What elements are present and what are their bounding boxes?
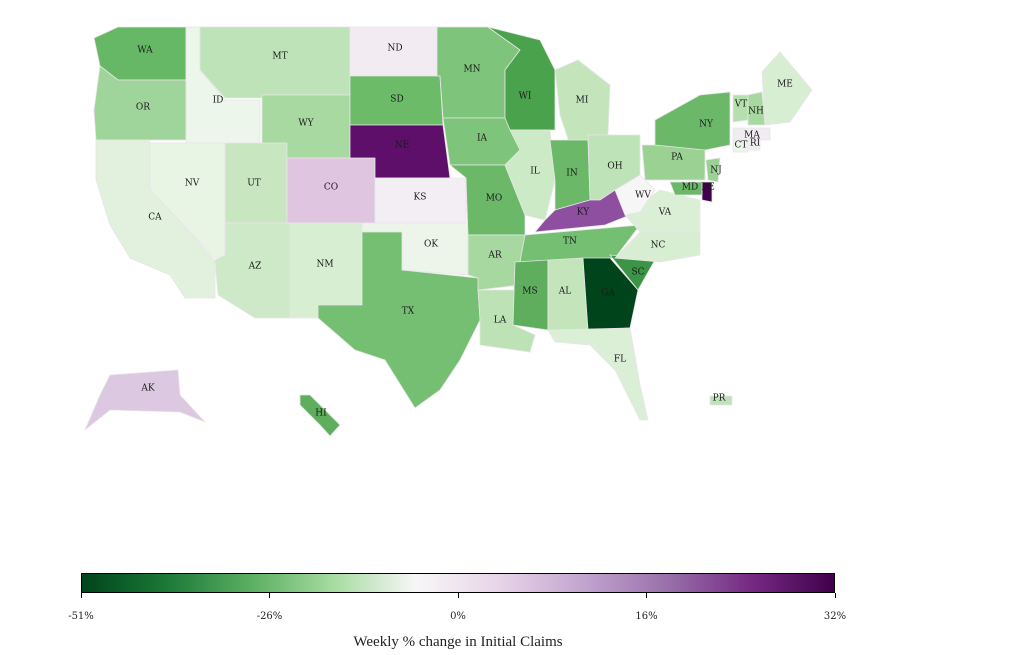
legend-tick-mark <box>646 593 647 598</box>
state-fl <box>547 327 649 421</box>
state-ut <box>224 142 288 224</box>
state-ks <box>374 177 467 224</box>
state-pa <box>641 144 706 181</box>
legend-tick-mark <box>80 593 82 598</box>
state-ct <box>732 139 749 153</box>
us-choropleth-map: WAORCAIDNVMTWYUTAZCONMNDSDNEKSOKTXMNIAMO… <box>84 26 813 437</box>
legend-title: Weekly % change in Initial Claims <box>353 634 563 650</box>
state-nd <box>349 26 438 77</box>
state-va <box>624 189 701 233</box>
state-al <box>547 257 589 331</box>
state-ma <box>732 127 771 141</box>
state-me <box>761 51 813 126</box>
state-ny <box>654 91 731 151</box>
state-ri <box>747 139 761 151</box>
state-wv <box>614 174 656 216</box>
state-pr <box>709 395 733 406</box>
state-mt <box>199 26 351 99</box>
legend-tick-label: 16% <box>635 611 658 622</box>
state-ak <box>84 369 206 431</box>
state-ga <box>582 257 639 331</box>
state-ms <box>512 259 549 331</box>
state-in <box>549 139 591 211</box>
state-il <box>504 129 556 221</box>
state-tx <box>317 231 481 409</box>
legend-tick-mark <box>269 593 270 598</box>
legend-tick-mark <box>834 593 836 598</box>
legend-tick-mark <box>457 593 459 598</box>
state-nm <box>289 222 363 319</box>
state-hi <box>299 394 341 437</box>
legend-tick-label: -51% <box>68 611 94 622</box>
legend-tick-label: 0% <box>450 611 466 622</box>
state-nj <box>705 157 721 183</box>
state-sd <box>349 75 444 126</box>
state-co <box>286 157 376 224</box>
state-md <box>669 181 703 196</box>
legend-tick-label: -26% <box>256 611 283 622</box>
legend-tick-label: 32% <box>823 611 847 622</box>
legend-colorbar <box>81 573 835 593</box>
state-az <box>214 222 291 319</box>
state-mi <box>554 59 611 146</box>
state-de <box>701 181 713 203</box>
state-vt <box>732 94 749 123</box>
state-nc <box>614 231 701 263</box>
state-nh <box>747 91 766 126</box>
